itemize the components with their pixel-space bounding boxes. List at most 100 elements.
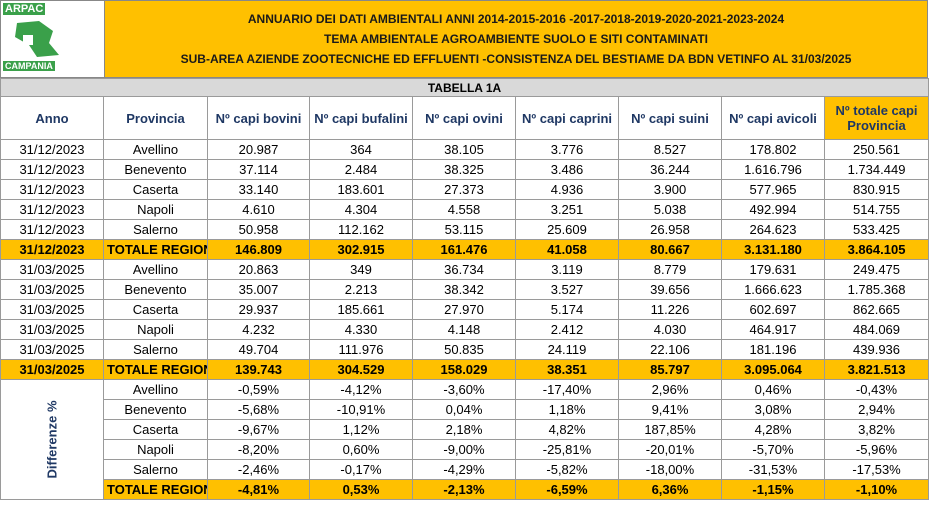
cell: 24.119 <box>515 339 619 360</box>
row-label: Caserta <box>103 419 208 440</box>
cell: 181.196 <box>721 339 825 360</box>
cell: 139.743 <box>207 359 310 380</box>
row-label: 31/03/2025 <box>0 259 104 280</box>
cell: 3.900 <box>618 179 722 200</box>
row-label: TOTALE REGIONE <box>103 359 208 380</box>
cell: 26.958 <box>618 219 722 240</box>
table-row: 31/03/2025 Napoli 4.232 4.330 4.148 2.412 4.03… <box>0 319 930 340</box>
row-label: 31/03/2025 <box>0 339 104 360</box>
cell: 1.734.449 <box>823 159 930 180</box>
title-line: ANNUARIO DEI DATI AMBIENTALI ANNI 2014-2… <box>247 12 785 26</box>
cell: 5.174 <box>515 299 619 320</box>
cell: 4.558 <box>412 199 516 220</box>
cell: 304.529 <box>309 359 413 380</box>
cell: -2,46% <box>207 459 310 480</box>
row-label: Napoli <box>103 439 208 460</box>
row-label: Caserta <box>103 179 208 200</box>
title-line: SUB-AREA AZIENDE ZOOTECNICHE ED EFFLUENT… <box>180 52 852 66</box>
cell: 0,04% <box>412 399 516 420</box>
cell: -1,15% <box>721 479 825 500</box>
cell: 38.105 <box>412 139 516 160</box>
cell: 4.030 <box>618 319 722 340</box>
cell: 3.119 <box>515 259 619 280</box>
cell: -31,53% <box>721 459 825 480</box>
cell: 3.486 <box>515 159 619 180</box>
cell: -25,81% <box>515 439 619 460</box>
cell: 80.667 <box>618 239 722 260</box>
cell: 37.114 <box>207 159 310 180</box>
cell: 4.148 <box>412 319 516 340</box>
cell: -1,10% <box>823 479 930 500</box>
cell: 862.665 <box>823 299 930 320</box>
cell: 4.304 <box>309 199 413 220</box>
row-label: 31/03/2025 <box>0 279 104 300</box>
table-row: 31/12/2023 Avellino 20.987 364 38.105 3.776 8.… <box>0 139 930 160</box>
row-label: Benevento <box>103 279 208 300</box>
cell: 8.527 <box>618 139 722 160</box>
cell: 830.915 <box>823 179 930 200</box>
cell: 39.656 <box>618 279 722 300</box>
table-row: Anno Provincia Nº capi bovini Nº capi bufal… <box>0 96 930 140</box>
row-label: 31/03/2025 <box>0 359 104 380</box>
cell: 602.697 <box>721 299 825 320</box>
table-row: Caserta -9,67% 1,12% 2,18% 4,82% 187,85% 4,28%… <box>1 419 930 440</box>
cell: 3.864.105 <box>823 239 930 260</box>
cell: -0,43% <box>823 379 930 400</box>
cell: 3.131.180 <box>721 239 825 260</box>
cell: -5,68% <box>207 399 310 420</box>
row-label: 31/12/2023 <box>0 179 104 200</box>
cell: 250.561 <box>823 139 930 160</box>
cell: 5.038 <box>618 199 722 220</box>
table-row: 31/12/2023 Napoli 4.610 4.304 4.558 3.251 5.03… <box>0 199 930 220</box>
cell: 3.527 <box>515 279 619 300</box>
cell: 514.755 <box>823 199 930 220</box>
cell: 158.029 <box>412 359 516 380</box>
cell: 2,18% <box>412 419 516 440</box>
column-header: Provincia <box>103 96 208 140</box>
cell: 146.809 <box>207 239 310 260</box>
table-caption: TABELLA 1A <box>0 78 930 97</box>
logo: ARPAC CAMPANIA <box>1 1 105 77</box>
cell: 27.970 <box>412 299 516 320</box>
cell: -9,00% <box>412 439 516 460</box>
row-label: 31/12/2023 <box>0 139 104 160</box>
cell: 4,82% <box>515 419 619 440</box>
cell: 2,96% <box>618 379 722 400</box>
cell: 41.058 <box>515 239 619 260</box>
cell: 3.821.513 <box>823 359 930 380</box>
table-row: 31/03/2025 Caserta 29.937 185.661 27.970 5.17… <box>0 299 930 320</box>
cell: 577.965 <box>721 179 825 200</box>
cell: 179.631 <box>721 259 825 280</box>
cell: 49.704 <box>207 339 310 360</box>
cell: 20.863 <box>207 259 310 280</box>
cell: 187,85% <box>618 419 722 440</box>
cell: 85.797 <box>618 359 722 380</box>
cell: 0,60% <box>309 439 413 460</box>
cell: 11.226 <box>618 299 722 320</box>
cell: 35.007 <box>207 279 310 300</box>
cell: -5,96% <box>823 439 930 460</box>
table-row: TABELLA 1A <box>0 78 930 97</box>
cell: 38.351 <box>515 359 619 380</box>
data-table: TABELLA 1A Anno Provincia Nº capi bovini Nº … <box>0 78 930 500</box>
cell: 38.325 <box>412 159 516 180</box>
row-label: 31/12/2023 <box>0 239 104 260</box>
table-row: TOTALE REGIONE-4,81%0,53%-2,13%-6,59%6,3… <box>1 479 930 500</box>
table-row: Salerno -2,46% -0,17% -4,29% -5,82% -18,00% -3… <box>1 459 930 480</box>
cell: 36.734 <box>412 259 516 280</box>
diff-label: Differenze % <box>44 400 60 479</box>
row-label: Avellino <box>103 379 208 400</box>
cell: -17,53% <box>823 459 930 480</box>
cell: 53.115 <box>412 219 516 240</box>
table-row: 31/12/2023 Caserta 33.140 183.601 27.373 4.93… <box>0 179 930 200</box>
column-header: Nº capi ovini <box>412 96 516 140</box>
cell: 264.623 <box>721 219 825 240</box>
cell: 27.373 <box>412 179 516 200</box>
row-label: Salerno <box>103 459 208 480</box>
cell: 161.476 <box>412 239 516 260</box>
table-row: 31/12/2023 Benevento 37.114 2.484 38.325 3.48… <box>0 159 930 180</box>
column-header: Nº capi avicoli <box>721 96 825 140</box>
cell: 111.976 <box>309 339 413 360</box>
diff-label-cell: Differenze % <box>0 379 104 500</box>
